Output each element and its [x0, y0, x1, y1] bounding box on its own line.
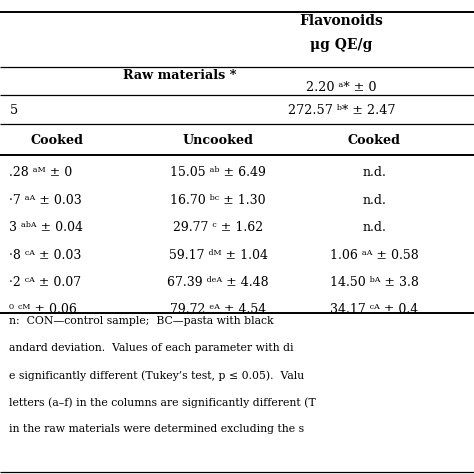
Text: Raw materials *: Raw materials *: [123, 69, 237, 82]
Text: Cooked: Cooked: [30, 134, 83, 147]
Text: n.d.: n.d.: [363, 221, 386, 234]
Text: ·8 ᶜᴬ ± 0.03: ·8 ᶜᴬ ± 0.03: [9, 248, 82, 262]
Text: n.d.: n.d.: [363, 166, 386, 179]
Text: 29.77 ᶜ ± 1.62: 29.77 ᶜ ± 1.62: [173, 221, 263, 234]
Text: e significantly different (Tukey’s test, p ≤ 0.05).  Valu: e significantly different (Tukey’s test,…: [9, 370, 305, 381]
Text: n.d.: n.d.: [363, 193, 386, 207]
Text: 272.57 ᵇ* ± 2.47: 272.57 ᵇ* ± 2.47: [288, 104, 395, 118]
Text: 15.05 ᵃᵇ ± 6.49: 15.05 ᵃᵇ ± 6.49: [170, 166, 266, 179]
Text: 34.17 ᶜᴬ ± 0.4: 34.17 ᶜᴬ ± 0.4: [330, 303, 419, 317]
Text: 79.72 ᵉᴬ ± 4.54: 79.72 ᵉᴬ ± 4.54: [170, 303, 266, 317]
Text: 16.70 ᵇᶜ ± 1.30: 16.70 ᵇᶜ ± 1.30: [170, 193, 266, 207]
Text: Uncooked: Uncooked: [182, 134, 254, 147]
Text: 67.39 ᵈᵉᴬ ± 4.48: 67.39 ᵈᵉᴬ ± 4.48: [167, 276, 269, 289]
Text: 2.20 ᵃ* ± 0: 2.20 ᵃ* ± 0: [306, 81, 376, 94]
Text: 59.17 ᵈᴹ ± 1.04: 59.17 ᵈᴹ ± 1.04: [169, 248, 267, 262]
Text: in the raw materials were determined excluding the s: in the raw materials were determined exc…: [9, 424, 305, 435]
Text: 14.50 ᵇᴬ ± 3.8: 14.50 ᵇᴬ ± 3.8: [330, 276, 419, 289]
Text: Cooked: Cooked: [348, 134, 401, 147]
Text: n:  CON—control sample;  BC—pasta with black: n: CON—control sample; BC—pasta with bla…: [9, 316, 274, 327]
Text: 3 ᵃᵇᴬ ± 0.04: 3 ᵃᵇᴬ ± 0.04: [9, 221, 83, 234]
Text: letters (a–f) in the columns are significantly different (T: letters (a–f) in the columns are signifi…: [9, 397, 316, 408]
Text: .28 ᵃᴹ ± 0: .28 ᵃᴹ ± 0: [9, 166, 73, 179]
Text: ⁰ ᶜᴹ ± 0.06: ⁰ ᶜᴹ ± 0.06: [9, 303, 77, 317]
Text: ·2 ᶜᴬ ± 0.07: ·2 ᶜᴬ ± 0.07: [9, 276, 82, 289]
Text: 5: 5: [9, 104, 18, 118]
Text: ·7 ᵃᴬ ± 0.03: ·7 ᵃᴬ ± 0.03: [9, 193, 82, 207]
Text: 1.06 ᵃᴬ ± 0.58: 1.06 ᵃᴬ ± 0.58: [330, 248, 419, 262]
Text: andard deviation.  Values of each parameter with di: andard deviation. Values of each paramet…: [9, 343, 294, 354]
Text: μg QE/g: μg QE/g: [310, 38, 373, 52]
Text: Flavonoids: Flavonoids: [300, 14, 383, 28]
